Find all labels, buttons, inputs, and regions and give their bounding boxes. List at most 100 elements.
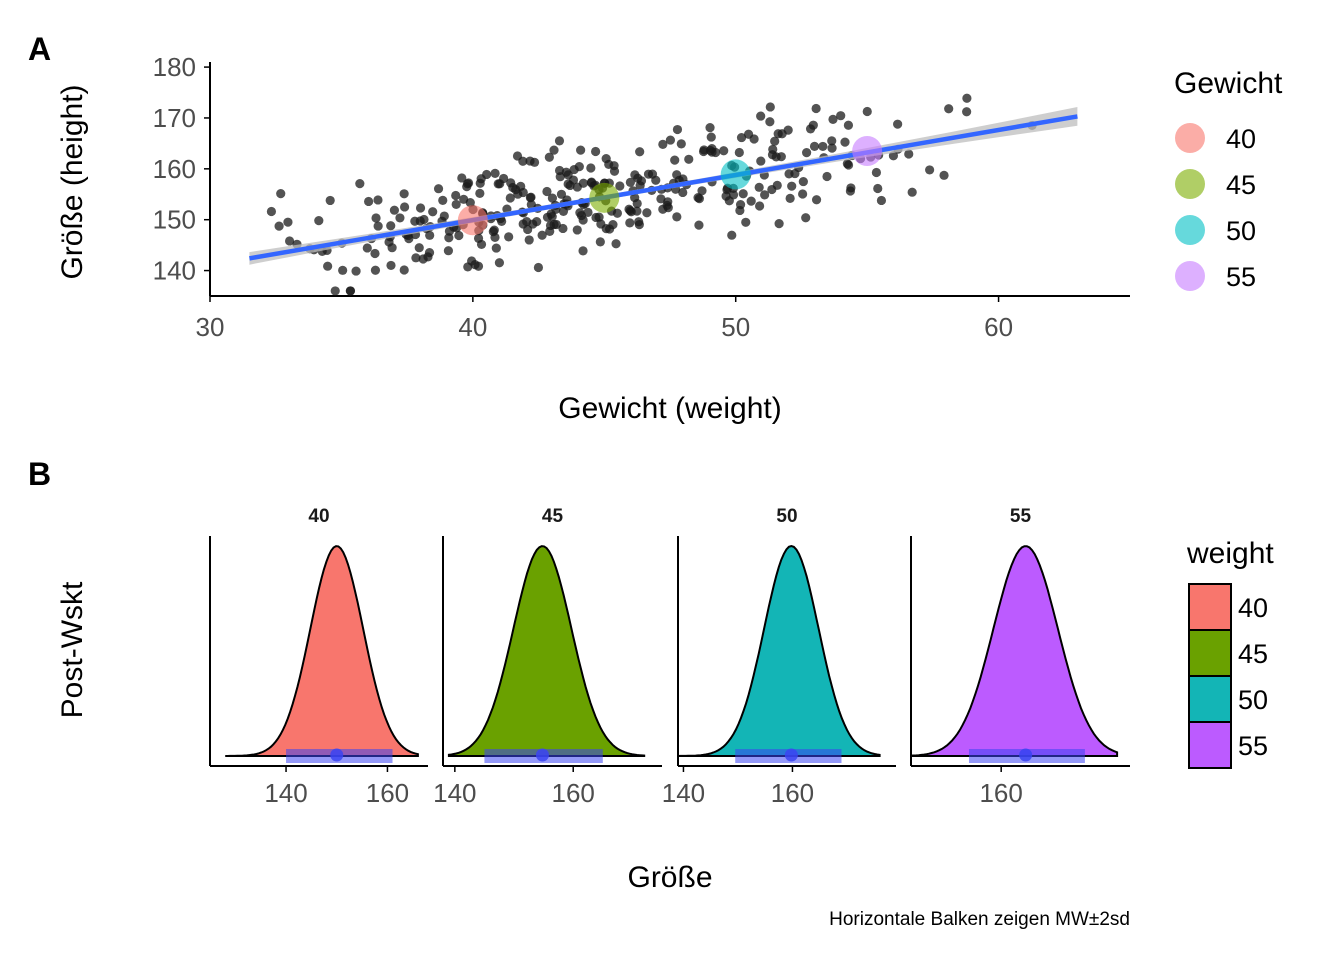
scatter-point <box>524 235 534 245</box>
scatter-point <box>630 193 640 203</box>
legend-b-label-45: 45 <box>1238 639 1268 669</box>
scatter-point <box>411 253 421 263</box>
scatter-point <box>706 132 716 142</box>
y-tick-label: 180 <box>153 52 196 82</box>
regression-line <box>249 114 1078 261</box>
scatter-point <box>415 216 425 226</box>
scatter-point <box>537 230 547 240</box>
scatter-point <box>362 243 372 253</box>
scatter-point <box>323 261 333 271</box>
scatter-point <box>658 139 668 149</box>
scatter-point <box>414 243 424 253</box>
facet-strip-label: 40 <box>308 506 329 527</box>
scatter-point <box>693 193 703 203</box>
scatter-point <box>721 191 731 201</box>
x-tick-label: 160 <box>771 778 814 808</box>
scatter-point <box>506 178 516 188</box>
scatter-point <box>475 178 485 188</box>
scatter-point <box>470 259 480 270</box>
scatter-point <box>415 203 426 213</box>
scatter-point <box>728 190 739 200</box>
scatter-point <box>756 111 766 121</box>
y-tick-label: 170 <box>153 103 196 133</box>
scatter-point <box>513 189 523 199</box>
scatter-point <box>473 233 484 243</box>
scatter-point <box>494 258 505 268</box>
mean-point <box>1019 748 1033 762</box>
scatter-point <box>843 120 854 130</box>
scatter-point <box>625 218 635 228</box>
scatter-point <box>760 190 770 200</box>
scatter-point <box>428 207 438 217</box>
x-tick-label: 140 <box>433 778 476 808</box>
scatter-point <box>783 125 793 135</box>
facet-strip-label: 55 <box>1010 506 1032 527</box>
scatter-point <box>771 152 781 162</box>
y-tick-label: 150 <box>153 205 196 235</box>
scatter-point <box>604 159 614 170</box>
scatter-point <box>672 124 683 135</box>
scatter-point <box>756 156 766 166</box>
scatter-point <box>518 156 528 166</box>
scatter-point <box>749 134 759 144</box>
scatter-point <box>904 149 914 159</box>
panel-a-tag: A <box>28 31 51 67</box>
scatter-point <box>386 221 396 231</box>
highlight-point-50 <box>720 159 751 190</box>
scatter-point <box>433 184 444 194</box>
y-tick-label: 160 <box>153 154 196 184</box>
scatter-point <box>491 243 501 253</box>
scatter-point <box>944 104 954 114</box>
scatter-point <box>325 195 335 206</box>
scatter-point <box>572 225 582 235</box>
highlight-point-40 <box>457 205 488 236</box>
scatter-point <box>811 195 822 205</box>
scatter-point <box>563 170 573 180</box>
scatter-point <box>798 176 808 187</box>
scatter-point <box>755 201 765 211</box>
panel-a-legend-title: Gewicht <box>1174 67 1283 100</box>
scatter-point <box>490 168 500 178</box>
scatter-point <box>625 177 635 187</box>
scatter-point <box>351 266 361 276</box>
density-area <box>447 545 646 757</box>
scatter-point <box>384 237 394 247</box>
panel-a-x-axis-title: Gewicht (weight) <box>558 392 781 425</box>
scatter-point <box>504 232 514 242</box>
scatter-point <box>719 146 729 156</box>
scatter-point <box>475 188 485 199</box>
scatter-point <box>734 147 744 158</box>
scatter-point <box>371 213 381 223</box>
scatter-point <box>746 196 756 206</box>
scatter-point <box>741 217 751 227</box>
x-tick-label: 50 <box>721 312 750 342</box>
scatter-point <box>828 114 838 125</box>
scatter-point <box>586 163 596 173</box>
scatter-point <box>893 119 903 129</box>
scatter-point <box>836 111 846 121</box>
scatter-point <box>465 197 475 208</box>
scatter-point <box>670 155 680 165</box>
scatter-point <box>284 236 295 246</box>
scatter-point <box>888 151 899 161</box>
scatter-point <box>633 173 643 183</box>
scatter-point <box>523 224 533 235</box>
facet-55: 55 160 <box>910 506 1130 808</box>
scatter-point <box>386 260 396 271</box>
scatter-point <box>678 187 688 198</box>
figure-caption: Horizontale Balken zeigen MW±2sd <box>829 909 1130 930</box>
x-tick-label: 160 <box>552 778 595 808</box>
scatter-point <box>364 196 374 207</box>
scatter-point <box>656 194 666 204</box>
scatter-point <box>532 217 542 227</box>
scatter-point <box>547 193 558 203</box>
scatter-point <box>672 212 682 222</box>
scatter-point <box>873 183 883 194</box>
scatter-point <box>699 145 709 155</box>
legend-b-label-55: 55 <box>1238 731 1268 761</box>
scatter-point <box>595 237 605 247</box>
scatter-points <box>266 93 1037 296</box>
scatter-point <box>624 204 634 214</box>
scatter-point <box>705 123 715 133</box>
scatter-point <box>808 120 818 130</box>
